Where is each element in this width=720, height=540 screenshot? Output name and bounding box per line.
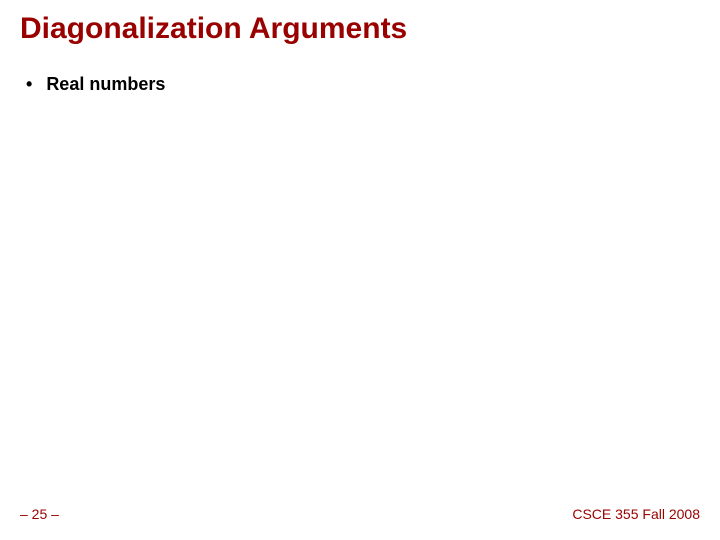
bullet-item: • Real numbers	[26, 74, 700, 95]
slide-container: Diagonalization Arguments • Real numbers…	[0, 0, 720, 540]
bullet-marker: •	[26, 74, 32, 95]
bullet-text: Real numbers	[46, 74, 165, 95]
footer-course-label: CSCE 355 Fall 2008	[572, 506, 700, 522]
slide-title: Diagonalization Arguments	[20, 12, 700, 46]
footer-page-number: – 25 –	[20, 506, 59, 522]
